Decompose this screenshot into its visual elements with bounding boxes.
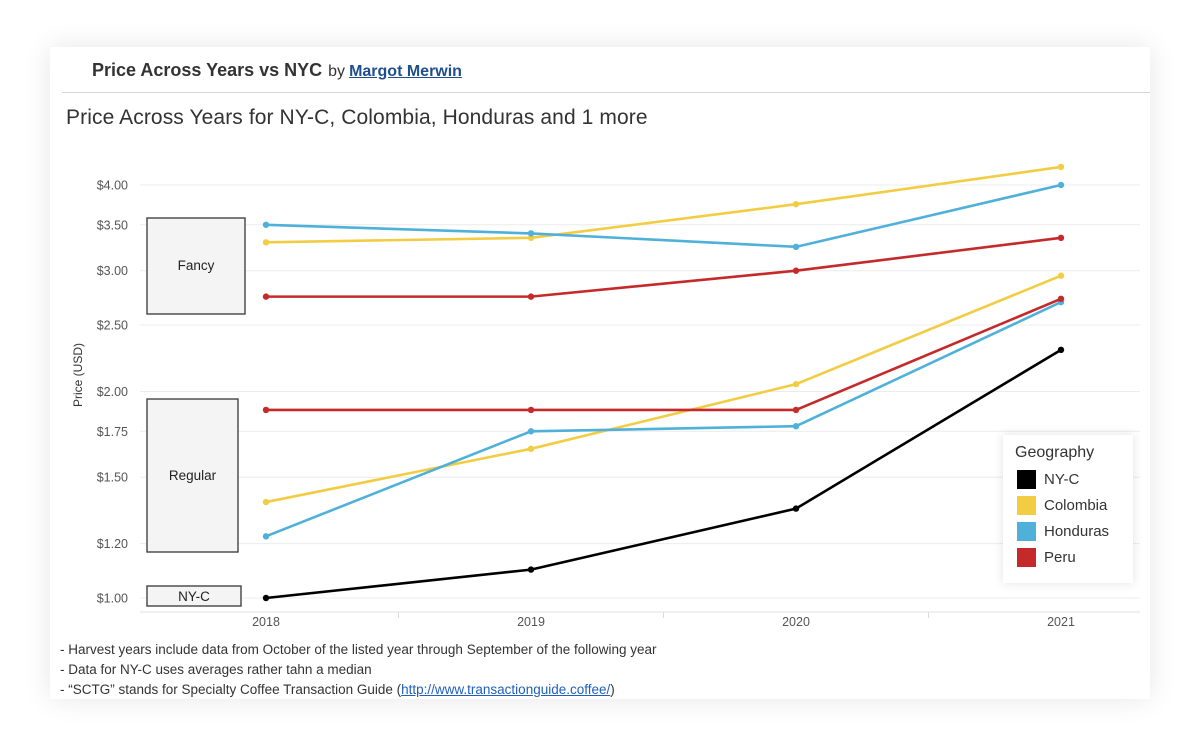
y-tick-label: $3.00 bbox=[97, 264, 128, 278]
y-tick-label: $1.50 bbox=[97, 471, 128, 485]
data-point-peru bbox=[792, 406, 800, 414]
x-tick-label: 2020 bbox=[782, 615, 810, 629]
data-point-peru bbox=[527, 293, 535, 300]
transaction-guide-link[interactable]: http://www.transactionguide.coffee/ bbox=[401, 682, 611, 697]
group-label-box bbox=[146, 217, 246, 315]
data-point-nyc bbox=[792, 505, 800, 512]
legend: Geography NY-C Colombia Honduras Peru bbox=[1003, 435, 1133, 583]
y-tick-label: $1.20 bbox=[97, 537, 128, 551]
legend-item-colombia[interactable]: Colombia bbox=[1017, 495, 1107, 515]
legend-item-nyc[interactable]: NY-C bbox=[1017, 469, 1079, 489]
footnote-3: - “SCTG” stands for Specialty Coffee Tra… bbox=[60, 680, 657, 700]
y-tick-label: $2.50 bbox=[97, 319, 128, 333]
y-tick-label: $2.00 bbox=[97, 385, 128, 399]
y-tick-label: $3.50 bbox=[97, 218, 128, 232]
legend-swatch-nyc bbox=[1017, 469, 1036, 489]
series-line-peru bbox=[266, 297, 1062, 412]
data-point-peru bbox=[792, 267, 800, 274]
series-line-honduras bbox=[265, 300, 1062, 538]
legend-label: NY-C bbox=[1044, 470, 1080, 488]
y-tick-label: $1.75 bbox=[97, 425, 128, 439]
footnote-3-suffix: ) bbox=[610, 682, 615, 697]
series-line-colombia bbox=[265, 274, 1062, 504]
data-point-peru bbox=[1057, 295, 1065, 303]
viz-title: Price Across Years vs NYC bbox=[92, 60, 323, 80]
data-point-colombia bbox=[1057, 272, 1065, 279]
data-point-colombia bbox=[792, 380, 800, 388]
group-label: Fancy bbox=[178, 258, 215, 273]
legend-label: Peru bbox=[1044, 548, 1076, 566]
data-point-peru bbox=[527, 406, 535, 414]
y-tick-label: $4.00 bbox=[97, 179, 128, 193]
data-point-colombia bbox=[262, 239, 270, 246]
data-point-peru bbox=[262, 406, 270, 414]
data-point-peru bbox=[262, 293, 270, 300]
chart-title: Price Across Years for NY-C, Colombia, H… bbox=[66, 106, 648, 129]
viz-by-label: by bbox=[328, 63, 346, 80]
data-point-colombia bbox=[262, 498, 270, 506]
group-label: NY-C bbox=[178, 589, 210, 604]
footnote-2: - Data for NY-C uses averages rather tah… bbox=[60, 662, 372, 677]
data-point-colombia bbox=[527, 445, 535, 453]
data-point-colombia bbox=[792, 201, 800, 208]
x-tick-label: 2021 bbox=[1047, 615, 1075, 629]
data-point-honduras bbox=[527, 428, 535, 435]
legend-label: Honduras bbox=[1044, 522, 1110, 540]
legend-item-honduras[interactable]: Honduras bbox=[1017, 521, 1109, 541]
legend-swatch-honduras bbox=[1017, 521, 1036, 541]
data-point-nyc bbox=[527, 566, 535, 573]
series-line-nyc bbox=[265, 348, 1062, 600]
legend-item-peru[interactable]: Peru bbox=[1017, 547, 1076, 567]
group-label-box bbox=[146, 585, 242, 607]
legend-swatch-peru bbox=[1017, 547, 1036, 567]
legend-title: Geography bbox=[1015, 444, 1095, 461]
data-point-honduras bbox=[792, 243, 800, 251]
author-link[interactable]: Margot Merwin bbox=[349, 63, 462, 80]
legend-label: Colombia bbox=[1044, 496, 1108, 514]
data-point-colombia bbox=[527, 234, 535, 242]
data-point-honduras bbox=[262, 221, 270, 228]
footnote-3-prefix: - “SCTG” stands for Specialty Coffee Tra… bbox=[60, 682, 402, 697]
x-tick-label: 2019 bbox=[517, 615, 545, 629]
footnotes: - Harvest years include data from Octobe… bbox=[60, 640, 657, 700]
data-point-honduras bbox=[1057, 181, 1065, 189]
data-point-colombia bbox=[1057, 163, 1065, 171]
data-point-honduras bbox=[527, 230, 535, 237]
viz-header: Price Across Years vs NYC by Margot Merwin bbox=[92, 60, 462, 84]
data-point-peru bbox=[1057, 234, 1065, 242]
series-line-honduras bbox=[265, 183, 1062, 249]
y-axis-label: Price (USD) bbox=[71, 343, 85, 407]
data-point-honduras bbox=[792, 423, 800, 430]
x-tick-label: 2018 bbox=[252, 615, 280, 629]
y-tick-label: $1.00 bbox=[97, 592, 128, 606]
data-point-nyc bbox=[1057, 346, 1065, 354]
data-point-honduras bbox=[262, 533, 270, 540]
series-line-peru bbox=[266, 236, 1062, 298]
group-label: Regular bbox=[169, 468, 217, 483]
data-point-nyc bbox=[262, 594, 270, 602]
series-line-colombia bbox=[265, 165, 1062, 244]
legend-swatch-colombia bbox=[1017, 495, 1036, 515]
footnote-1: - Harvest years include data from Octobe… bbox=[60, 642, 657, 657]
header-divider bbox=[62, 92, 1150, 93]
group-label-box bbox=[146, 398, 239, 553]
